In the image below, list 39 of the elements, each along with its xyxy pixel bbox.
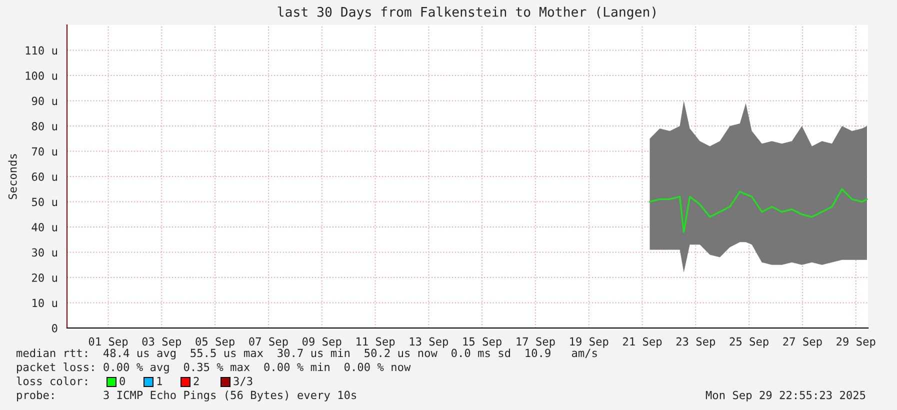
x-tick-label: 29 Sep [836, 337, 876, 348]
x-tick-label: 11 Sep [356, 337, 395, 348]
x-tick-label: 05 Sep [196, 337, 234, 348]
x-tick-label: 25 Sep [730, 337, 768, 348]
x-tick-label: 27 Sep [783, 337, 822, 348]
x-tick-label: 13 Sep [410, 337, 448, 348]
y-tick-label: 90 u [32, 96, 57, 106]
chart-title: last 30 Days from Falkenstein to Mother (Langen) [278, 6, 656, 20]
x-tick-label: 21 Sep [623, 337, 662, 348]
y-tick-label: 20 u [32, 274, 57, 282]
y-tick-label: 110 u [26, 46, 57, 55]
x-tick-label: 01 Sep [88, 337, 128, 348]
y-tick-label: 80 u [32, 122, 57, 130]
line-series [648, 188, 868, 233]
text: loss color: [16, 376, 87, 386]
y-tick-label: 50 u [32, 198, 57, 206]
y-tick-label: 100 u [26, 72, 57, 80]
x-tick-label: 23 Sep [676, 337, 716, 348]
y-tick-label: 10 u [32, 298, 57, 308]
text: 1 [157, 376, 162, 386]
y-tick-label: 40 u [32, 223, 57, 232]
x-tick-label: 19 Sep [570, 337, 608, 348]
y-tick-label: 70 u [32, 147, 57, 156]
y-tick-label: 30 u [32, 248, 57, 257]
x-tick-label: 17 Sep [516, 337, 555, 348]
text: 3/3 [234, 376, 252, 386]
text: probe: 3 ICMP Echo Pings (56 Bytes) every 10s [17, 390, 356, 402]
text: 2 [194, 376, 199, 386]
text: median rtt: 48.4 us avg 55.5 us max 30.7 us min 50.2 us now 0.0 ms sd 10.9 am/s [16, 348, 597, 360]
y-tick-label: 60 u [32, 172, 57, 181]
y-axis-title: Seconds [8, 154, 17, 200]
text: Mon Sep 29 22:55:23 2025 [706, 390, 866, 402]
text: packet loss: 0.00 % avg 0.35 % max 0.00 % min 0.00 % now [17, 362, 411, 374]
x-tick-label: 09 Sep [302, 337, 342, 348]
x-tick-label: 07 Sep [249, 337, 288, 348]
x-tick-label: 15 Sep [463, 337, 502, 348]
text: 0 [120, 376, 125, 386]
y-tick-label: 0 [52, 324, 58, 332]
x-tick-label: 03 Sep [142, 337, 182, 348]
